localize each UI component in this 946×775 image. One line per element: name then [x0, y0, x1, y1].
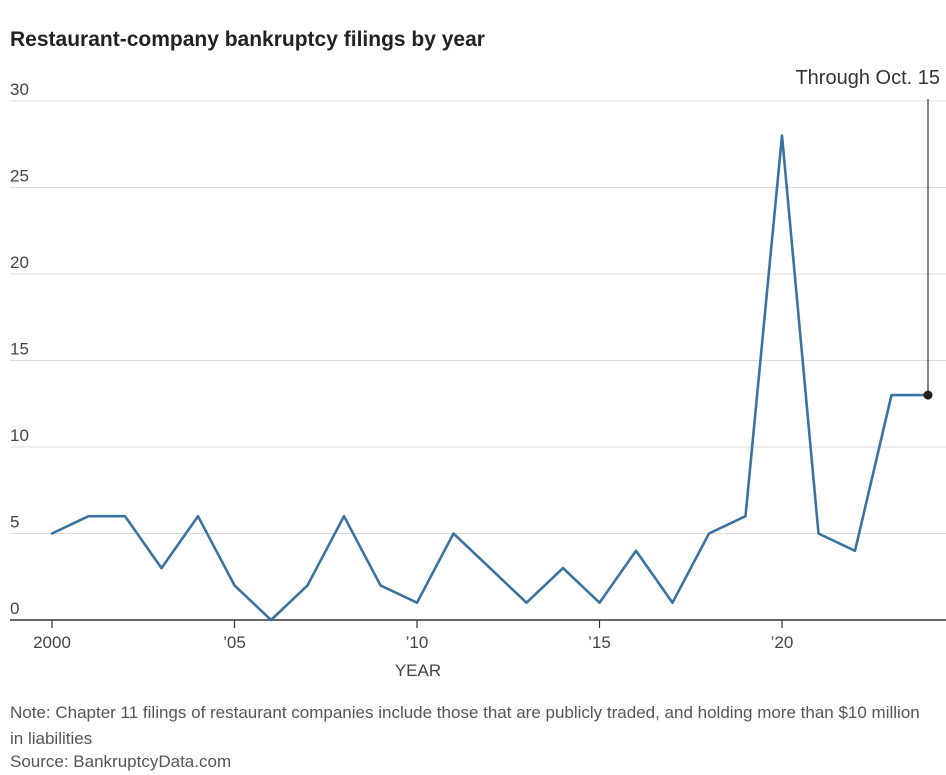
- data-point: [817, 532, 821, 536]
- x-axis-label: YEAR: [395, 661, 441, 680]
- x-tick-label: ’10: [406, 633, 429, 652]
- data-point: [634, 549, 638, 553]
- data-point: [306, 583, 310, 587]
- annotation-label: Through Oct. 15: [795, 67, 940, 89]
- line-chart: 0 5 10 15 20 25 30 2000 ’05 ’10 ’15 ’20 Through Oc…: [10, 67, 946, 680]
- data-point: [342, 514, 346, 518]
- data-point: [780, 134, 784, 138]
- data-point: [853, 549, 857, 553]
- data-point: [379, 583, 383, 587]
- x-tick-labels: 2000 ’05 ’10 ’15 ’20: [33, 620, 793, 652]
- x-tick-label: ’05: [223, 633, 246, 652]
- chart-note: Note: Chapter 11 filings of restaurant c…: [10, 703, 920, 748]
- y-tick-label: 0: [10, 599, 19, 618]
- y-tick-label: 10: [10, 426, 29, 445]
- x-tick-label: 2000: [33, 633, 71, 652]
- y-tick-label: 25: [10, 167, 29, 186]
- y-tick-label: 20: [10, 253, 29, 272]
- data-point: [196, 514, 200, 518]
- gridlines: [10, 100, 946, 534]
- data-point: [415, 601, 419, 605]
- y-tick-label: 5: [10, 513, 19, 532]
- data-point: [123, 514, 127, 518]
- data-point: [488, 566, 492, 570]
- x-tick-label: ’20: [771, 633, 794, 652]
- x-tick-label: ’15: [588, 633, 611, 652]
- y-tick-label: 30: [10, 80, 29, 99]
- data-point: [744, 514, 748, 518]
- data-point: [707, 532, 711, 536]
- data-point: [525, 601, 529, 605]
- data-point: [890, 393, 894, 397]
- y-tick-label: 15: [10, 340, 29, 359]
- series-line-group: [50, 134, 930, 622]
- chart-source: Source: BankruptcyData.com: [10, 752, 232, 771]
- data-point: [87, 514, 91, 518]
- annotation-group: Through Oct. 15: [795, 67, 940, 400]
- series-line: [50, 134, 930, 622]
- data-point: [671, 601, 675, 605]
- data-point: [50, 532, 54, 536]
- data-point: [561, 566, 565, 570]
- data-point: [233, 583, 237, 587]
- data-point: [160, 566, 164, 570]
- data-point: [452, 532, 456, 536]
- chart-title: Restaurant-company bankruptcy filings by…: [10, 28, 485, 51]
- annotation-dot: [923, 390, 933, 400]
- data-point: [269, 618, 273, 622]
- y-tick-labels: 0 5 10 15 20 25 30: [10, 80, 29, 618]
- data-point: [598, 601, 602, 605]
